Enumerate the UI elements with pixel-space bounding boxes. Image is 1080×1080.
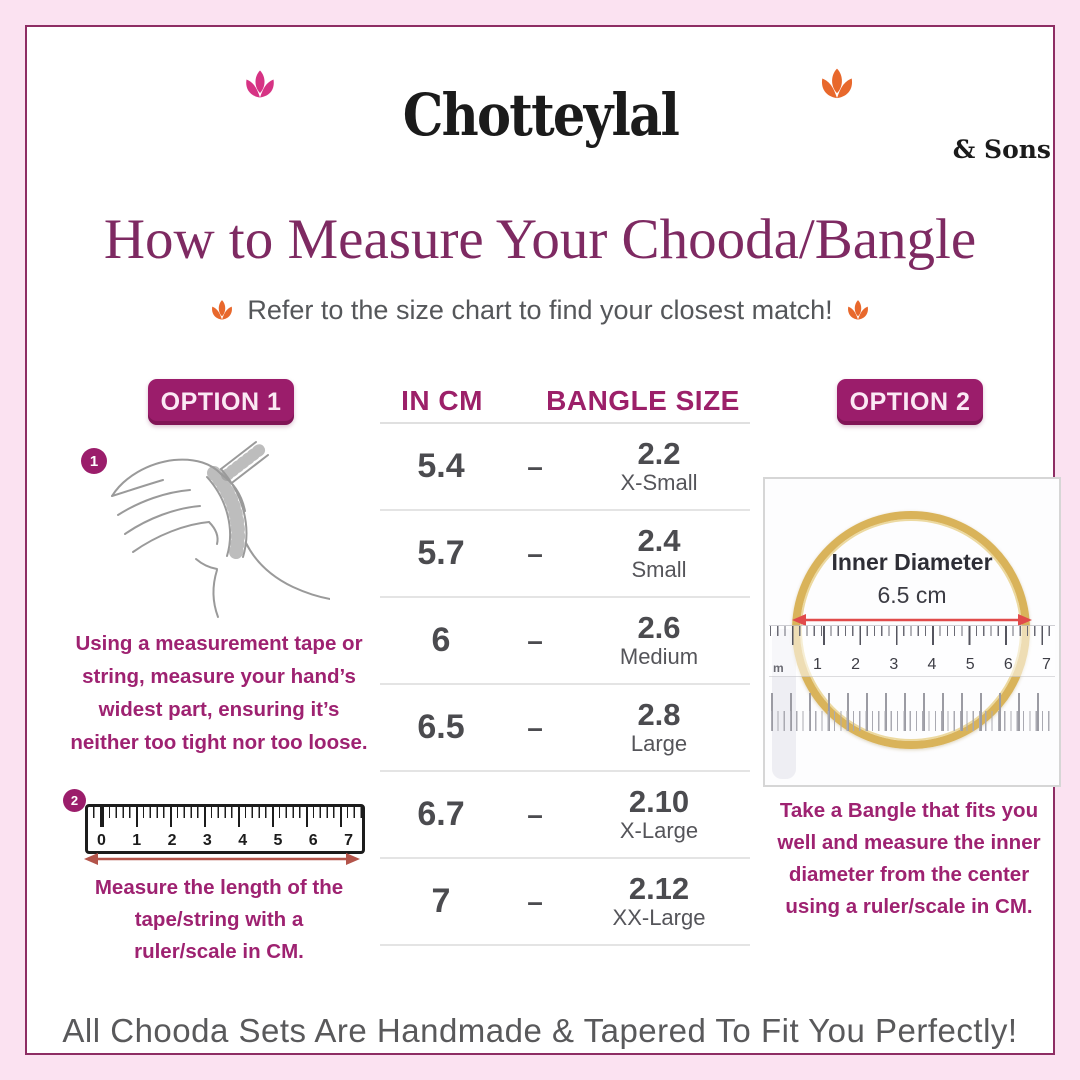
length-arrow-icon	[83, 851, 361, 867]
option2-instructions: Take a Bangle that fits you well and mea…	[777, 799, 1041, 918]
dash-separator: –	[527, 624, 543, 656]
step2-instructions: Measure the length of the tape/string wi…	[94, 876, 344, 963]
tulip-pink-icon	[242, 69, 278, 102]
cm-value: 6.5	[417, 708, 465, 746]
brand-name: Chotteylal	[402, 81, 679, 149]
content-card: Chotteylal & Sons How to Measure Your Ch…	[25, 25, 1061, 1055]
inner-diameter-value: 6.5 cm	[877, 582, 947, 608]
page-title: How to Measure Your Chooda/Bangle	[103, 208, 977, 271]
page-subtitle: Refer to the size chart to find your clo…	[27, 295, 1053, 326]
tulip-orange-icon	[845, 299, 871, 323]
brand-logo: Chotteylal & Sons	[27, 68, 1053, 164]
table-row: 6.5 – 2.8 Large	[380, 685, 750, 772]
dash-separator: –	[527, 798, 543, 830]
ruler-major-ticks	[88, 807, 362, 827]
bangle-size-label: Medium	[619, 644, 699, 669]
subtitle-text: Refer to the size chart to find your clo…	[247, 295, 833, 325]
tulip-orange-icon	[817, 67, 857, 103]
bangle-size-label: X-Small	[620, 470, 698, 495]
bangle-size-label: XX-Large	[612, 905, 706, 930]
ruler-numbers: 0 1 2 3 4 5 6 7	[97, 832, 353, 849]
bangle-size-value: 2.6	[637, 610, 681, 645]
table-row: 6.7 – 2.10 X-Large	[380, 772, 750, 859]
ruler-illustration: 0 1 2 3 4 5 6 7	[85, 804, 365, 854]
option2-button: OPTION 2	[837, 379, 983, 425]
ruler-numbers: 1 2 3 4 5 6 7	[813, 656, 1051, 673]
ruler-major-ticks	[769, 626, 1055, 645]
table-row: 7 – 2.12 XX-Large	[380, 859, 750, 946]
table-header-bangle-size: BANGLE SIZE	[546, 385, 740, 416]
step1-badge: 1	[81, 448, 107, 474]
dash-separator: –	[527, 885, 543, 917]
cm-value: 7	[431, 882, 451, 920]
bangle-size-value: 2.12	[628, 871, 690, 906]
ruler-unit-label: m	[773, 661, 784, 675]
table-header-cm: IN CM	[401, 385, 483, 416]
footer-note: All Chooda Sets Are Handmade & Tapered T…	[62, 1012, 1018, 1049]
transparent-ruler: 1 2 3 4 5 6 7	[769, 625, 1055, 677]
bangle-size-value: 2.8	[637, 697, 681, 732]
diameter-arrow-icon	[791, 612, 1033, 628]
bangle-size-value: 2.4	[637, 523, 681, 558]
step1-instructions: Using a measurement tape or string, meas…	[70, 632, 368, 754]
bangle-size-label: Small	[631, 557, 687, 582]
cm-value: 5.4	[417, 447, 465, 485]
bangle-photo-card: Inner Diameter 6.5 cm 1 2 3 4 5 6	[763, 477, 1061, 787]
cm-value: 6	[431, 621, 451, 659]
dash-separator: –	[527, 450, 543, 482]
table-row: 5.4 – 2.2 X-Small	[380, 424, 750, 511]
bangle-size-value: 2.2	[637, 436, 681, 471]
step2-badge: 2	[63, 789, 86, 812]
dash-separator: –	[527, 537, 543, 569]
tulip-orange-icon	[209, 299, 235, 323]
option1-button: OPTION 1	[148, 379, 294, 425]
cm-value: 6.7	[417, 795, 465, 833]
inner-diameter-label: Inner Diameter	[831, 549, 993, 575]
table-row: 5.7 – 2.4 Small	[380, 511, 750, 598]
bottom-ruler-short-ticks	[771, 711, 1053, 731]
brand-suffix: & Sons	[952, 135, 1051, 164]
bangle-size-label: X-Large	[619, 818, 699, 843]
cm-value: 5.7	[417, 534, 465, 572]
bangle-size-value: 2.10	[628, 784, 690, 819]
size-table: 5.4 – 2.2 X-Small 5.7 – 2.4 Small 6 – 2.6 M…	[380, 422, 750, 946]
hand-measuring-illustration	[100, 439, 331, 627]
table-row: 6 – 2.6 Medium	[380, 598, 750, 685]
bangle-size-label: Large	[630, 731, 688, 756]
dash-separator: –	[527, 711, 543, 743]
